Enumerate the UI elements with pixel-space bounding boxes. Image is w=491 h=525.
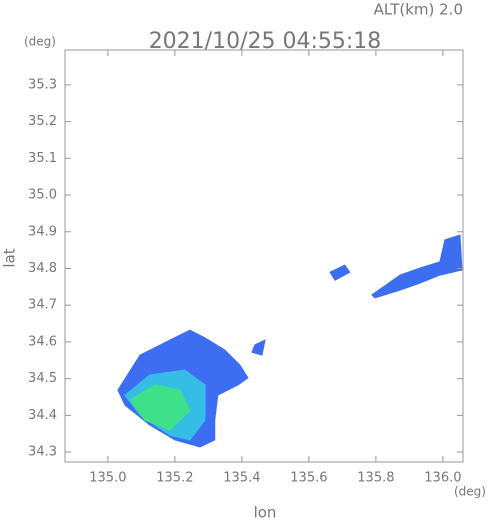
x-tick-label: 135.8 <box>357 471 394 486</box>
echo-region <box>329 264 351 281</box>
y-tick-label: 35.3 <box>28 77 57 92</box>
y-tick-label: 35.0 <box>28 188 57 203</box>
x-unit: (deg) <box>454 485 486 499</box>
y-tick-label: 35.1 <box>28 151 57 166</box>
y-tick-label: 34.6 <box>28 334 57 349</box>
y-tick-label: 34.7 <box>28 298 57 313</box>
y-tick-label: 35.2 <box>28 114 57 129</box>
y-tick-label: 34.3 <box>28 445 57 460</box>
y-tick-label: 34.4 <box>28 408 57 423</box>
echo-region <box>129 384 191 431</box>
y-unit: (deg) <box>24 35 56 49</box>
x-axis-label: lon <box>254 504 277 522</box>
echo-region <box>371 234 463 299</box>
x-tick-label: 136.0 <box>424 471 461 486</box>
x-tick-label: 135.6 <box>290 471 327 486</box>
x-tick-label: 135.0 <box>89 471 126 486</box>
echo-region <box>251 339 266 356</box>
y-axis-label: lat <box>1 248 19 267</box>
y-tick-label: 34.8 <box>28 261 57 276</box>
y-tick-label: 34.9 <box>28 224 57 239</box>
annotation: ALT(km) 2.0 <box>374 1 463 19</box>
x-tick-label: 135.2 <box>156 471 193 486</box>
x-tick-label: 135.4 <box>223 471 260 486</box>
plot-frame <box>64 49 464 463</box>
y-tick-label: 34.5 <box>28 371 57 386</box>
